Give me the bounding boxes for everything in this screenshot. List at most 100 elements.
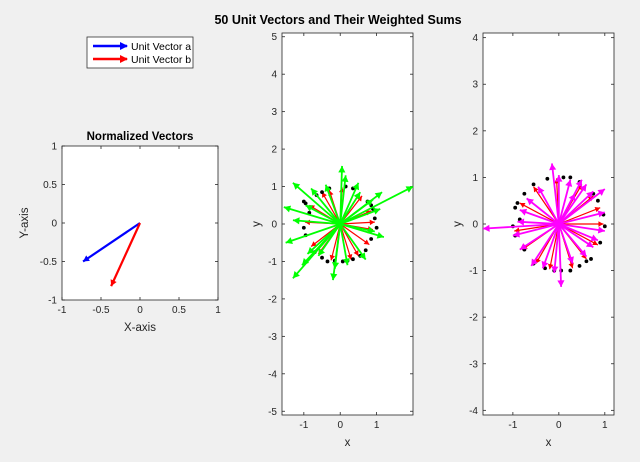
vector-a-shaft bbox=[82, 222, 141, 263]
unit-vector-arrow bbox=[519, 202, 560, 225]
weighted-sum-arrow-head bbox=[338, 165, 346, 173]
x-tick-label: -0.5 bbox=[92, 305, 110, 316]
x-axis-label: X-axis bbox=[124, 322, 156, 334]
y-tick-label: 1 bbox=[51, 142, 57, 153]
weighted-sum-arrow-shaft bbox=[519, 209, 560, 225]
unit-vector-arrow-head bbox=[363, 239, 370, 245]
unit-vector-tip-dot bbox=[602, 224, 607, 229]
weighted-sum-arrow bbox=[339, 223, 350, 266]
y-tick-label: 0 bbox=[271, 220, 277, 231]
weighted-sum-arrow-head bbox=[292, 182, 301, 190]
x-tick-label: 0 bbox=[337, 420, 343, 431]
axes-normalized-vectors: -1 -0.5 0 0.5 1 -1 -0.5 0 0.5 1 X-axis Y-axis Normal… bbox=[19, 131, 221, 334]
axes-weighted-sums-green: -1 0 1 -5 -4 -3 -2 -1 0 1 2 3 4 5 x y bbox=[251, 32, 414, 449]
vector-b-shaft bbox=[110, 222, 142, 287]
weighted-sum-arrow bbox=[283, 205, 341, 225]
weighted-sum-arrow-shaft bbox=[310, 187, 341, 225]
unit-vector-arrow-head bbox=[311, 241, 317, 247]
weighted-sum-arrow-head bbox=[597, 226, 605, 234]
weighted-sum-arrow bbox=[339, 207, 381, 225]
weighted-sum-arrow-head bbox=[585, 240, 594, 248]
weighted-sum-arrow-shaft bbox=[553, 223, 560, 273]
weighted-sum-arrow bbox=[339, 175, 349, 225]
y-tick-label: -2 bbox=[268, 294, 277, 305]
unit-vector-tip-dot bbox=[320, 255, 324, 260]
unit-vector-tip-dot bbox=[568, 268, 573, 273]
y-tick-label: 2 bbox=[271, 145, 277, 156]
unit-vector-tip-dot bbox=[589, 257, 593, 261]
weighted-sum-arrow-head bbox=[597, 210, 605, 218]
y-tick-label: 0 bbox=[472, 220, 478, 231]
unit-vector-arrow bbox=[339, 223, 370, 246]
legend-label-b: Unit Vector b bbox=[131, 54, 191, 66]
weighted-sum-arrow-shaft bbox=[537, 186, 560, 225]
weighted-sum-arrow-head bbox=[519, 243, 528, 250]
y-tick-label: -3 bbox=[469, 359, 478, 370]
weighted-sum-arrow-head bbox=[307, 246, 315, 254]
weighted-sum-arrow bbox=[330, 223, 342, 281]
x-tick-label: 1 bbox=[374, 420, 380, 431]
unit-vector-tip-dot bbox=[301, 199, 306, 204]
weighted-sum-arrow-shaft bbox=[558, 188, 606, 225]
y-tick-label: 2 bbox=[472, 126, 478, 137]
y-tick-label: -5 bbox=[268, 407, 277, 418]
weighted-sum-arrow bbox=[306, 223, 341, 255]
weighted-sum-arrow-head bbox=[352, 182, 360, 191]
weighted-sum-arrow bbox=[339, 191, 383, 225]
weighted-sum-arrow-head bbox=[541, 260, 549, 269]
unit-vector-tip-dot bbox=[374, 225, 379, 230]
y-tick-label: -1 bbox=[469, 266, 478, 277]
weighted-sum-arrow bbox=[530, 223, 560, 267]
weighted-sum-arrow bbox=[305, 204, 341, 225]
weighted-sum-arrow-shaft bbox=[339, 182, 360, 225]
unit-vector-arrow-head bbox=[587, 196, 594, 202]
weighted-sum-arrow-head bbox=[283, 205, 292, 213]
figure-title: 50 Unit Vectors and Their Weighted Sums bbox=[214, 13, 461, 27]
weighted-sum-arrow-shaft bbox=[517, 220, 559, 225]
weighted-sum-arrow-head bbox=[359, 252, 366, 260]
weighted-sum-arrow-shaft bbox=[339, 223, 349, 266]
weighted-sum-arrow bbox=[557, 223, 565, 287]
weighted-sum-arrow-shaft bbox=[551, 163, 560, 225]
y-axis-label: y bbox=[452, 221, 464, 227]
weighted-sum-arrow bbox=[541, 223, 560, 269]
weighted-sum-arrow bbox=[526, 197, 560, 225]
unit-vector-tip-dot bbox=[363, 248, 368, 253]
unit-vector-arrow-shaft bbox=[340, 221, 375, 225]
x-tick-label: 1 bbox=[215, 305, 221, 316]
y-tick-label: 1 bbox=[271, 182, 277, 193]
weighted-sum-arrow bbox=[519, 223, 560, 251]
unit-vector-arrow-head bbox=[594, 206, 601, 213]
weighted-sum-arrow-shaft bbox=[557, 223, 574, 264]
weighted-sum-arrow-shaft bbox=[283, 206, 341, 225]
weighted-sum-arrow-shaft bbox=[541, 223, 560, 269]
weighted-sum-arrow bbox=[558, 223, 594, 249]
legend-box bbox=[86, 36, 194, 69]
y-tick-label: 0.5 bbox=[43, 180, 57, 191]
unit-vector-tip-dot bbox=[598, 240, 603, 245]
weighted-sum-arrow-head bbox=[538, 186, 545, 195]
weighted-sum-arrow-shaft bbox=[530, 223, 560, 267]
weighted-sum-arrow bbox=[292, 223, 341, 279]
y-axis-label: y bbox=[251, 221, 263, 227]
weighted-sum-arrow-head bbox=[318, 248, 326, 256]
weighted-sum-arrow-shaft bbox=[558, 223, 588, 258]
weighted-sum-arrow-head bbox=[285, 237, 293, 244]
vector-b bbox=[110, 222, 142, 287]
weighted-sum-arrow bbox=[558, 210, 606, 225]
weighted-sum-arrow bbox=[555, 175, 563, 224]
unit-vector-arrow-shaft bbox=[339, 223, 370, 246]
weighted-sum-arrow bbox=[558, 193, 576, 225]
weighted-sum-arrow-head bbox=[517, 218, 525, 226]
weighted-sum-arrow bbox=[519, 208, 560, 225]
weighted-sum-arrow-shaft bbox=[324, 184, 342, 225]
weighted-sum-arrow bbox=[558, 223, 605, 234]
weighted-sum-arrow-shaft bbox=[558, 211, 606, 225]
weighted-sum-arrow-head bbox=[579, 249, 587, 257]
weighted-sum-arrow bbox=[339, 182, 360, 225]
weighted-sum-arrow-shaft bbox=[292, 219, 341, 225]
y-tick-label: -2 bbox=[469, 313, 478, 324]
y-tick-label: -0.5 bbox=[40, 257, 58, 268]
weighted-sum-arrow-shaft bbox=[558, 223, 599, 242]
